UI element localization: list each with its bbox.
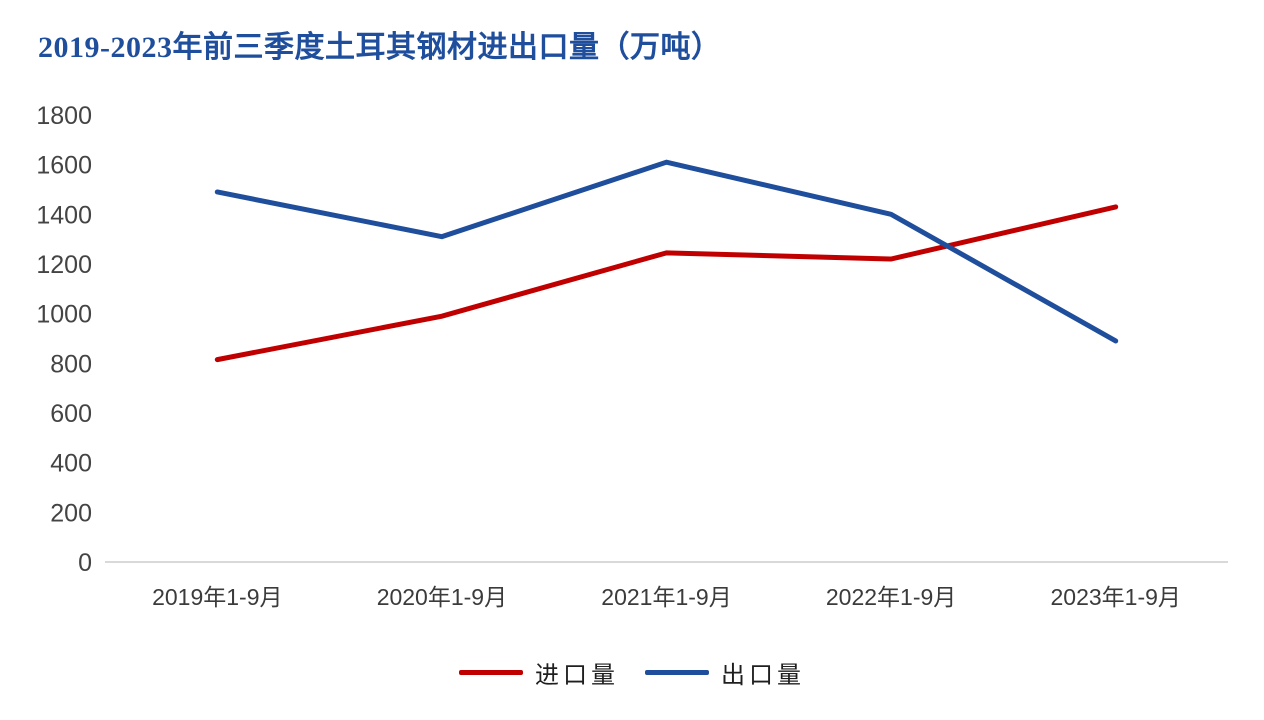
series-line-exports xyxy=(214,159,1119,344)
y-axis-tick-label: 1200 xyxy=(36,251,92,279)
x-axis-tick-label: 2023年1-9月 xyxy=(1050,584,1180,610)
x-axis-tick-label: 2020年1-9月 xyxy=(377,584,507,610)
y-axis-tick-label: 1000 xyxy=(36,301,92,329)
legend-item-imports: 进口量 xyxy=(459,655,619,690)
y-axis-tick-label: 400 xyxy=(50,450,92,478)
y-axis-tick-label: 1400 xyxy=(36,201,92,229)
series-line-imports xyxy=(214,204,1119,363)
legend-line-swatch-exports xyxy=(645,670,709,675)
x-axis-tick-label: 2021年1-9月 xyxy=(601,584,731,610)
legend-item-exports: 出口量 xyxy=(645,655,805,690)
chart-title: 2019-2023年前三季度土耳其钢材进出口量（万吨） xyxy=(38,31,722,64)
x-axis-tick-label: 2022年1-9月 xyxy=(826,584,956,610)
y-axis-tick-label: 600 xyxy=(50,400,92,428)
legend-label-imports: 进口量 xyxy=(535,663,619,689)
x-axis-tick-label: 2019年1-9月 xyxy=(152,584,282,610)
y-axis-tick-label: 1600 xyxy=(36,152,92,180)
legend-label-exports: 出口量 xyxy=(721,663,805,689)
legend: 进口量 出口量 xyxy=(0,655,1264,690)
y-axis-tick-label: 1800 xyxy=(36,102,92,130)
legend-line-swatch-imports xyxy=(459,670,523,675)
y-axis-tick-label: 0 xyxy=(78,549,92,577)
y-axis-tick-label: 800 xyxy=(50,350,92,378)
y-axis-tick-label: 200 xyxy=(50,499,92,527)
